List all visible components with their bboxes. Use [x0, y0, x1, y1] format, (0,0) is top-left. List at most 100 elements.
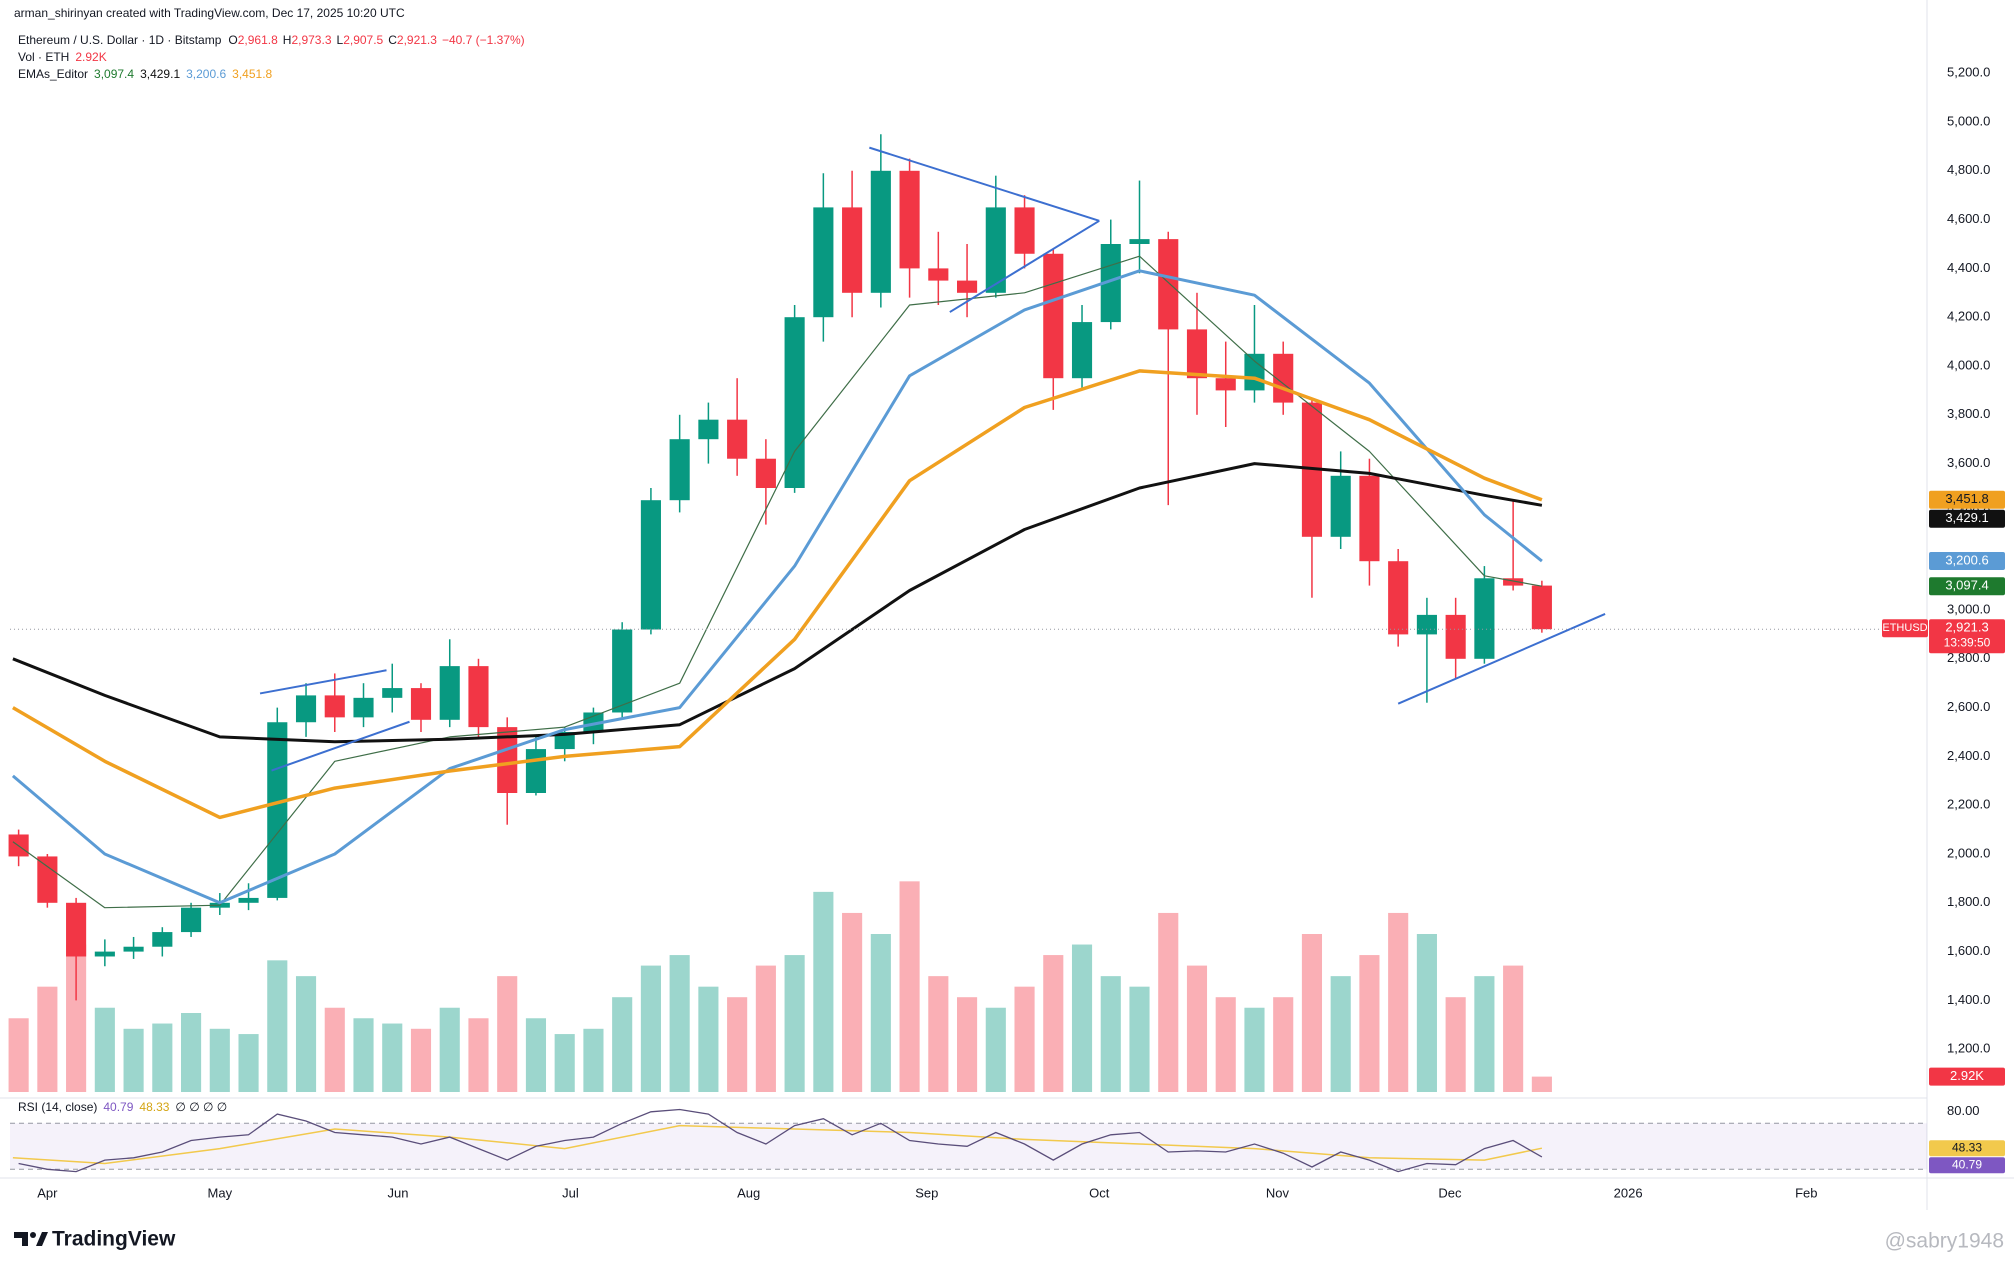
- volume-bar: [755, 965, 776, 1092]
- y-tick-label: 4,600.0: [1947, 211, 1990, 226]
- candle-body: [1186, 329, 1208, 379]
- volume-bar: [583, 1028, 604, 1092]
- legend: Ethereum / U.S. Dollar · 1D · Bitstamp O2…: [18, 33, 525, 47]
- legend-value: 3,429.1: [140, 67, 180, 81]
- candle-body: [842, 207, 863, 293]
- candle-body: [698, 419, 719, 440]
- candle-body: [1445, 614, 1466, 659]
- logo-mark: [36, 1232, 48, 1246]
- volume-bar: [1244, 1007, 1265, 1092]
- volume-bar: [698, 986, 719, 1092]
- legend-value: 3,451.8: [232, 67, 272, 81]
- volume-bar: [1388, 912, 1409, 1092]
- legend: RSI (14, close) 40.79 48.33 ∅ ∅ ∅ ∅: [18, 1100, 227, 1114]
- volume-bar: [1416, 934, 1437, 1092]
- volume-bar: [152, 1023, 173, 1092]
- logo-mark: [14, 1232, 28, 1246]
- legend-title: EMAs_Editor: [18, 67, 88, 81]
- candle-body: [1071, 322, 1093, 379]
- plot-layer: 1,200.0 1,400.0 1,600.0 1,800.0 2,000.0 2,200…: [8, 65, 2005, 1200]
- candle-body: [439, 666, 460, 720]
- volume-bar: [1014, 986, 1035, 1092]
- volume-bar: [554, 1034, 575, 1092]
- y-tick-label: 2,600.0: [1947, 699, 1990, 714]
- last-price-badge: [1929, 619, 2005, 654]
- volume-bar: [410, 1028, 432, 1092]
- logo: TradingView: [14, 1228, 176, 1251]
- countdown-label: 13:39:50: [1944, 635, 1991, 649]
- rsi-ma-badge-label: 48.33: [1952, 1140, 1982, 1154]
- volume-bar: [1158, 912, 1179, 1092]
- candle-body: [640, 500, 661, 630]
- legend-key: C: [388, 33, 397, 47]
- candle-body: [583, 712, 604, 732]
- price-badge: [1929, 577, 2005, 596]
- y-tick-label: 3,600.0: [1947, 455, 1990, 470]
- volume-bar: [37, 986, 58, 1092]
- candle-body: [1474, 578, 1495, 659]
- volume-bar: [640, 965, 661, 1092]
- x-tick-label: Sep: [915, 1185, 938, 1200]
- y-tick-label: 1,600.0: [1947, 943, 1990, 958]
- volume-bar: [1043, 955, 1064, 1092]
- trend-line: [259, 669, 387, 695]
- candle-body: [928, 268, 949, 281]
- candle-body: [1503, 578, 1524, 586]
- candle-body: [66, 902, 87, 957]
- trend-line: [271, 720, 410, 772]
- volume-bar: [295, 976, 317, 1092]
- volume-bar: [784, 955, 805, 1092]
- candle-body: [468, 666, 489, 728]
- legend-key: O: [228, 33, 237, 47]
- x-tick-label: Aug: [737, 1185, 760, 1200]
- legend-change: −40.7 (−1.37%): [442, 33, 525, 47]
- volume-bar: [1100, 976, 1121, 1092]
- legend-value: 2,973.3: [291, 33, 331, 47]
- volume-bar: [899, 881, 920, 1092]
- candle-body: [37, 856, 58, 903]
- ema-line: [12, 255, 1543, 909]
- volume-bar: [1359, 955, 1380, 1092]
- x-tick-label: Jun: [388, 1185, 409, 1200]
- price-badge: [1929, 509, 2005, 528]
- candle-body: [123, 946, 144, 952]
- candle-body: [152, 932, 173, 947]
- candle-body: [1330, 475, 1351, 537]
- legend-value: 2,961.8: [238, 33, 278, 47]
- volume-bar: [1474, 976, 1495, 1092]
- rsi-tick-label: 80.00: [1947, 1103, 1980, 1118]
- rsi-line: [18, 1108, 1543, 1173]
- candle-body: [899, 170, 920, 269]
- volume-bar: [181, 1013, 202, 1092]
- candle-body: [410, 688, 432, 720]
- y-tick-label: 5,200.0: [1947, 65, 1990, 80]
- candle-body: [1388, 561, 1409, 635]
- ema-line: [12, 462, 1543, 744]
- symbol-badge: [1882, 619, 1928, 638]
- legend-title: Vol · ETH: [18, 50, 69, 64]
- volume-bar: [1071, 944, 1093, 1092]
- x-tick-label: Feb: [1795, 1185, 1817, 1200]
- volume-bar: [1330, 976, 1351, 1092]
- volume-bar: [525, 1018, 547, 1092]
- candle-body: [755, 458, 776, 488]
- y-tick-label: 2,000.0: [1947, 845, 1990, 860]
- legend-title: Ethereum / U.S. Dollar · 1D · Bitstamp: [18, 33, 222, 47]
- volume-bar: [8, 1018, 29, 1092]
- y-tick-label: 4,000.0: [1947, 357, 1990, 372]
- x-tick-label: Oct: [1089, 1185, 1110, 1200]
- volume-bar: [1503, 965, 1524, 1092]
- ema-line: [11, 269, 1543, 905]
- legend-value: 48.33: [139, 1100, 169, 1114]
- candle-body: [727, 419, 748, 459]
- volume-bar: [870, 934, 891, 1092]
- last-price-label: 2,921.3: [1945, 620, 1988, 635]
- y-tick-label: 5,000.0: [1947, 113, 1990, 128]
- volume-bar: [727, 997, 748, 1092]
- price-badge-label: 3,097.4: [1945, 578, 1988, 593]
- candle-body: [1043, 253, 1064, 379]
- volume-badge-label: 2.92K: [1950, 1068, 1984, 1083]
- volume-bar: [353, 1018, 374, 1092]
